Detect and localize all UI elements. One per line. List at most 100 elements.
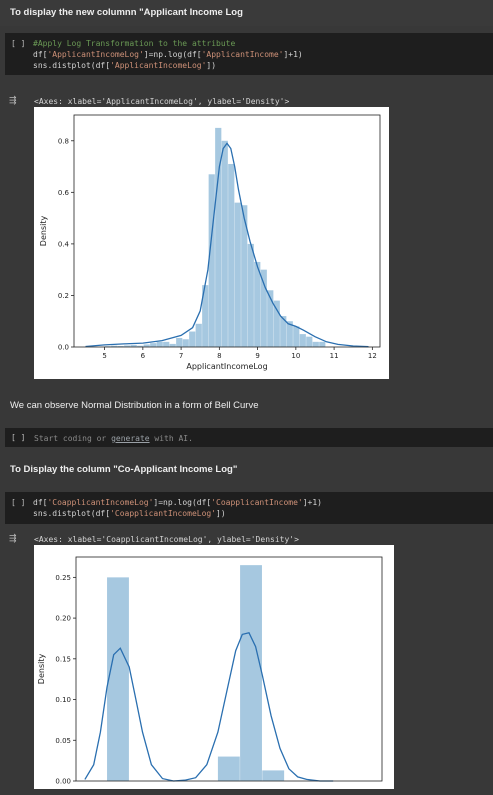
x-tick-label: 7 bbox=[179, 352, 183, 360]
run-cell-button[interactable]: [ ] bbox=[11, 39, 26, 48]
histogram-bar bbox=[117, 345, 124, 347]
markdown-cell-note: We can observe Normal Distribution in a … bbox=[0, 398, 493, 414]
kde-line bbox=[85, 142, 369, 348]
x-tick-label: 10 bbox=[291, 352, 300, 360]
code-string: 'CoapplicantIncomeLog' bbox=[110, 509, 217, 518]
histogram-bar bbox=[195, 323, 202, 347]
run-cell-button[interactable]: [ ] bbox=[11, 433, 26, 442]
code-token: ]=np.log(df[ bbox=[153, 498, 212, 507]
code-token: df[ bbox=[33, 50, 48, 59]
histogram-bar bbox=[107, 577, 129, 781]
distplot-chart-2: 0.00 0.05 0.10 0.15 0.20 0.25 Density bbox=[37, 556, 383, 786]
histogram-bar bbox=[234, 202, 241, 347]
heading1-text: To display the new columnn "Applicant In… bbox=[10, 7, 243, 18]
histogram-bar bbox=[319, 341, 326, 347]
x-tick-label: 11 bbox=[330, 352, 339, 360]
histogram-bar bbox=[163, 341, 170, 347]
histogram-bar bbox=[247, 243, 254, 347]
plot-2: 0.00 0.05 0.10 0.15 0.20 0.25 Density bbox=[34, 545, 394, 789]
y-tick-label: 0.4 bbox=[58, 240, 70, 248]
x-tick-label: 8 bbox=[217, 352, 221, 360]
y-axis-label: Density bbox=[37, 654, 46, 685]
generate-link[interactable]: generate bbox=[111, 434, 150, 443]
histogram-bar bbox=[262, 770, 285, 781]
histogram-bar bbox=[260, 269, 267, 347]
run-cell-button[interactable]: [ ] bbox=[11, 498, 26, 507]
y-tick-label: 0.8 bbox=[58, 137, 69, 145]
histogram-bar bbox=[182, 339, 189, 347]
histogram-bar bbox=[299, 334, 306, 347]
y-tick-label: 0.00 bbox=[55, 778, 71, 786]
plot-1: 0.0 0.2 0.4 0.6 0.8 5 6 7 8 9 10 11 12 ApplicantIncom… bbox=[34, 107, 389, 379]
histogram-bar bbox=[215, 127, 222, 347]
histogram-bar bbox=[221, 140, 228, 347]
histogram-bar bbox=[208, 174, 215, 347]
code-string: 'CoapplicantIncome' bbox=[211, 498, 303, 507]
axes-frame bbox=[75, 556, 383, 782]
histogram-bar bbox=[124, 345, 131, 347]
axes-frame bbox=[73, 114, 381, 348]
histogram-bar bbox=[176, 337, 183, 347]
code-cell-2[interactable]: [ ] df['CoapplicantIncomeLog']=np.log(df… bbox=[5, 492, 493, 524]
heading2-text: To Display the column "Co-Applicant Inco… bbox=[10, 464, 238, 475]
code-comment: #Apply Log Transformation to the attribu… bbox=[33, 39, 236, 48]
y-tick-label: 0.20 bbox=[55, 615, 71, 623]
histogram-bar bbox=[286, 321, 293, 347]
histogram-bar bbox=[189, 331, 196, 347]
histogram-bar bbox=[267, 290, 274, 347]
code-string: 'ApplicantIncome' bbox=[201, 50, 284, 59]
y-tick-label: 0.2 bbox=[58, 292, 69, 300]
x-tick-label: 5 bbox=[102, 352, 106, 360]
code-cell-1[interactable]: [ ] #Apply Log Transformation to the att… bbox=[5, 33, 493, 75]
code-string: 'ApplicantIncomeLog' bbox=[47, 50, 144, 59]
code-token: ]+1) bbox=[283, 50, 303, 59]
output-toggle-icon[interactable]: ⇶ bbox=[9, 534, 17, 544]
y-tick-label: 0.05 bbox=[55, 737, 71, 745]
y-axis-label: Density bbox=[39, 216, 48, 247]
code-token: sns.distplot(df[ bbox=[33, 509, 111, 518]
output-text-1: <Axes: xlabel='ApplicantIncomeLog', ylab… bbox=[34, 97, 290, 106]
kde-line bbox=[84, 632, 334, 782]
distplot-chart-1: 0.0 0.2 0.4 0.6 0.8 5 6 7 8 9 10 11 12 ApplicantIncom… bbox=[39, 114, 381, 371]
x-tick-label: 12 bbox=[368, 352, 377, 360]
histogram-bar bbox=[111, 345, 118, 347]
cell-placeholder[interactable]: Start coding or generate with AI. bbox=[34, 434, 193, 443]
x-tick-label: 9 bbox=[255, 352, 259, 360]
code-token: ]) bbox=[206, 61, 217, 70]
histogram-bar bbox=[273, 300, 280, 347]
y-tick-label: 0.10 bbox=[55, 696, 71, 704]
histogram-bar bbox=[143, 344, 150, 347]
histogram-bar bbox=[202, 285, 209, 347]
histogram-bar bbox=[240, 565, 262, 781]
histogram-bar bbox=[150, 343, 157, 347]
histogram-bar bbox=[241, 205, 248, 347]
output-text-2: <Axes: xlabel='CoapplicantIncomeLog', yl… bbox=[34, 535, 299, 544]
histogram-bar bbox=[217, 756, 240, 781]
empty-code-cell[interactable]: [ ] Start coding or generate with AI. bbox=[5, 428, 493, 447]
code-editor-2[interactable]: df['CoapplicantIncomeLog']=np.log(df['Co… bbox=[33, 497, 322, 519]
code-token: ]) bbox=[216, 509, 226, 518]
note-text: We can observe Normal Distribution in a … bbox=[10, 400, 259, 411]
histogram-bar bbox=[130, 344, 137, 347]
histogram-bar bbox=[228, 163, 235, 347]
code-string: 'CoapplicantIncomeLog' bbox=[47, 498, 154, 507]
code-token: ]=np.log(df[ bbox=[143, 50, 202, 59]
y-tick-label: 0.6 bbox=[58, 189, 70, 197]
markdown-cell-heading2: To Display the column "Co-Applicant Inco… bbox=[0, 462, 493, 478]
histogram-bar bbox=[156, 341, 163, 347]
output-toggle-icon[interactable]: ⇶ bbox=[9, 96, 17, 106]
placeholder-prefix: Start coding or bbox=[34, 434, 112, 443]
code-token: sns.distplot(df[ bbox=[33, 61, 111, 70]
code-token: ]+1) bbox=[302, 498, 322, 507]
y-tick-label: 0.25 bbox=[55, 574, 71, 582]
code-editor-1[interactable]: #Apply Log Transformation to the attribu… bbox=[33, 38, 303, 71]
placeholder-suffix: with AI. bbox=[149, 434, 193, 443]
code-token: df[ bbox=[33, 498, 48, 507]
histogram-bar bbox=[137, 345, 144, 347]
code-string: 'ApplicantIncomeLog' bbox=[110, 61, 207, 70]
histogram-bar bbox=[169, 343, 176, 347]
y-tick-label: 0.15 bbox=[55, 655, 71, 663]
x-axis-label: ApplicantIncomeLog bbox=[186, 362, 267, 371]
x-tick-label: 6 bbox=[141, 352, 146, 360]
markdown-cell-heading1: To display the new columnn "Applicant In… bbox=[0, 0, 493, 26]
